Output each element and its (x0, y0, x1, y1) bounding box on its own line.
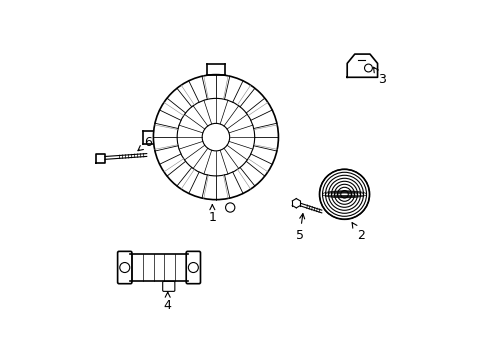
Text: 2: 2 (351, 222, 364, 242)
Text: 3: 3 (373, 67, 385, 86)
Text: 6: 6 (138, 136, 152, 151)
Text: 5: 5 (295, 213, 304, 242)
Text: 4: 4 (163, 292, 171, 311)
Text: 1: 1 (208, 205, 216, 224)
